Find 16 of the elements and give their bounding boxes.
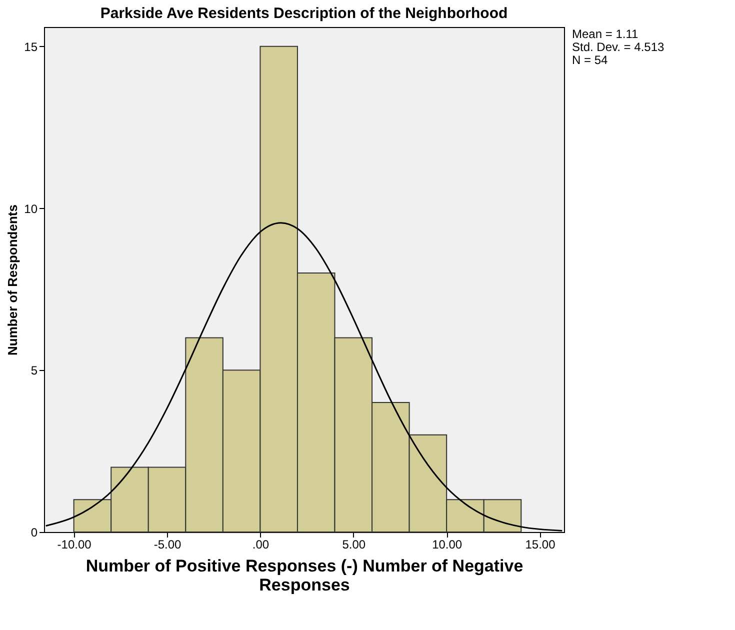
x-tick-label: .00 (252, 538, 270, 552)
y-tick-label: 15 (24, 40, 38, 54)
x-tick-label: -5.00 (154, 538, 182, 552)
text: N = 54 (572, 53, 608, 67)
x-axis-title: Number of Positive Responses (-) Number of Negative Responses (86, 556, 524, 594)
x-tick-label: -10.00 (57, 538, 92, 552)
text: Std. Dev. = 4.513 (572, 40, 664, 54)
x-tick-label: 15.00 (525, 538, 556, 552)
y-axis-title: Number of Respondents (5, 204, 20, 356)
y-tick-label: 10 (24, 202, 38, 216)
text: Mean = 1.11 (572, 27, 638, 41)
y-tick-label: 0 (30, 526, 38, 540)
x-tick-label: 10.00 (432, 538, 462, 552)
chart-title: Parkside Ave Residents Description of the Neighborhood (100, 5, 508, 22)
y-tick-label: 5 (30, 364, 38, 378)
x-tick-label: 5.00 (342, 538, 366, 552)
